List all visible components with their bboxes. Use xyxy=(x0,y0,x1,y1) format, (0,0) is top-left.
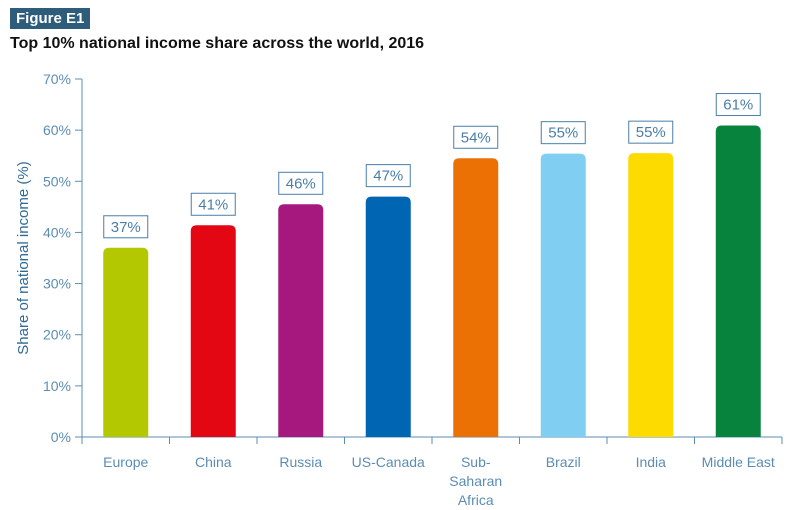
y-tick-label: 30% xyxy=(43,276,71,292)
y-tick-label: 60% xyxy=(43,122,71,138)
category-label: China xyxy=(195,454,232,470)
data-label: 41% xyxy=(198,196,228,213)
data-labels: 37% 41% 46% 47% 54% 55% 55% 61% xyxy=(103,93,761,239)
chart-title: Top 10% national income share across the… xyxy=(10,35,425,52)
data-label: 61% xyxy=(723,97,753,114)
bar-5 xyxy=(540,153,586,437)
data-label-box xyxy=(715,93,761,117)
data-label: 47% xyxy=(373,168,403,185)
data-label-box xyxy=(190,192,236,216)
data-label-box xyxy=(540,121,586,145)
bars xyxy=(103,125,761,437)
data-label-box xyxy=(103,215,149,239)
bar-7 xyxy=(715,125,761,437)
data-label-box xyxy=(453,125,499,149)
y-tick-label: 70% xyxy=(43,71,71,87)
y-tick-label: 20% xyxy=(43,327,71,343)
y-tick-label: 40% xyxy=(43,224,71,240)
y-axis: 0% 10% 20% 30% 40% 50% 60% 70% xyxy=(43,71,783,445)
data-label-box xyxy=(365,164,411,188)
data-label-box xyxy=(628,120,674,144)
figure-label: Figure E1 xyxy=(10,8,91,29)
bar-3 xyxy=(365,196,411,437)
category-label: Europe xyxy=(103,454,148,470)
category-label: Brazil xyxy=(546,454,581,470)
data-label-box xyxy=(278,171,324,195)
bar-1 xyxy=(190,225,236,437)
category-label: US-Canada xyxy=(352,454,425,470)
data-label: 55% xyxy=(548,125,578,142)
data-label: 37% xyxy=(111,219,141,236)
y-tick-label: 0% xyxy=(51,429,71,445)
data-label: 46% xyxy=(286,175,316,192)
data-label: 55% xyxy=(636,124,666,141)
bar-6 xyxy=(628,153,674,437)
category-label: Russia xyxy=(279,454,322,470)
bar-4 xyxy=(453,158,499,437)
x-axis-categories: Europe China Russia US-Canada Sub-Saharan Afr… xyxy=(103,454,775,508)
category-label: Middle East xyxy=(702,454,775,470)
bar-0 xyxy=(103,247,149,437)
category-label: Sub-Saharan Africa xyxy=(449,454,502,508)
y-tick-label: 10% xyxy=(43,378,71,394)
data-label: 54% xyxy=(461,129,491,146)
y-axis-label: Share of national income (%) xyxy=(15,161,32,354)
bar-2 xyxy=(278,204,324,437)
category-label: India xyxy=(636,454,667,470)
y-tick-label: 50% xyxy=(43,173,71,189)
